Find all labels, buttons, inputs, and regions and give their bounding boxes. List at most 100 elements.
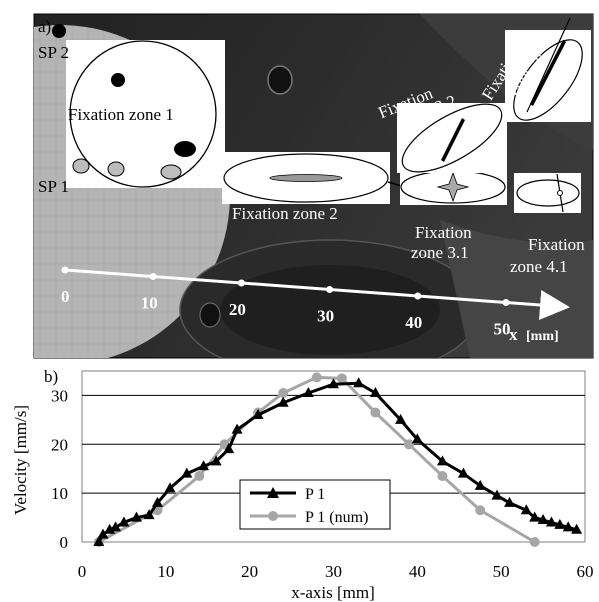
data-point-p1: [130, 511, 142, 522]
clamp-shape-inner: [220, 265, 440, 355]
y-tick-label: 10: [51, 484, 68, 503]
x-tick-label: 20: [241, 562, 258, 581]
y-tick-label: 0: [60, 533, 69, 552]
data-point-p1: [457, 467, 469, 478]
y-axis-label: Velocity [mm/s]: [11, 405, 30, 515]
zone42-line: [526, 17, 571, 113]
sp2-label: SP 2: [38, 43, 69, 62]
data-point-p1: [328, 378, 339, 389]
data-point-p1: [198, 460, 210, 471]
data-point-p1: [302, 386, 314, 397]
data-point-p1: [97, 528, 109, 539]
x-tick-label: 50: [493, 562, 510, 581]
zone-connector: [387, 181, 403, 187]
data-point-p1: [529, 511, 541, 522]
panel-b: b) 0 10 20 30 0 10 20 30 40 50 60 x-axis [mm] Vel…: [11, 367, 594, 602]
bolt-hole: [199, 302, 221, 328]
x-tick-label: 30: [325, 562, 342, 581]
data-point-p1: [504, 496, 516, 507]
data-point-p1: [474, 479, 486, 490]
data-point-p1: [210, 455, 222, 466]
zone41-ellipse: [516, 179, 580, 207]
series-layer: [93, 372, 583, 547]
legend-label-p1-num: P 1 (num): [305, 509, 368, 526]
data-point-p1-num: [475, 505, 486, 516]
data-point-p1-num: [437, 471, 448, 482]
data-point-p1: [436, 455, 448, 466]
zone2-contact: [269, 174, 343, 182]
data-point-p1: [520, 504, 532, 515]
zone1-label: Fixation zone 1: [68, 105, 174, 124]
data-point-p1: [554, 518, 566, 529]
data-point-p1: [93, 536, 105, 546]
zone31-contact: [436, 171, 470, 203]
data-point-p1: [223, 443, 235, 454]
data-point-p1: [118, 516, 130, 527]
axis-unit-x: x: [509, 325, 518, 344]
zone31-label-1: Fixation: [415, 223, 472, 242]
x-ticks: 0 10 20 30 40 50 60: [78, 562, 594, 581]
sp2-marker: [52, 24, 66, 38]
data-point-p1-num: [529, 537, 540, 547]
zone1-dot-light: [72, 158, 90, 174]
legend-label-p1: P 1: [305, 486, 325, 503]
data-point-p1-num: [311, 372, 322, 383]
data-point-p1: [231, 423, 243, 434]
legend-box: [239, 479, 391, 530]
x-tick-label: 0: [78, 562, 87, 581]
zone41-dot: [557, 190, 563, 196]
legend-marker-p1: [267, 487, 279, 498]
data-point-p1: [369, 386, 381, 397]
zone41-label-1: Fixation: [528, 235, 585, 254]
tick-dot: [414, 292, 422, 300]
data-point-p1-num: [194, 471, 205, 482]
data-point-p1-num: [336, 373, 347, 384]
data-point-p1: [277, 396, 289, 407]
tick-label: 20: [229, 300, 246, 319]
panel-a-label: a): [38, 17, 51, 36]
data-point-p1: [252, 408, 264, 419]
measurement-arrow: [64, 268, 570, 320]
panel-a: Fixation zone 1 SP 2 SP 1 a) Fixation zo…: [33, 13, 594, 359]
tick-dot: [149, 273, 157, 281]
zone41-label-2: zone 4.1: [510, 257, 568, 276]
panel-b-label: b): [44, 367, 58, 386]
data-point-p1: [353, 377, 365, 388]
data-point-p1: [491, 489, 503, 500]
data-point-p1: [110, 521, 122, 532]
data-point-p1-num: [370, 407, 381, 418]
tick-label: 10: [141, 294, 158, 313]
y-tick-label: 30: [51, 386, 68, 405]
zone1-dot-light: [160, 164, 182, 180]
x-axis-label: x-axis [mm]: [291, 583, 375, 602]
axis-unit-mm: [mm]: [526, 329, 559, 344]
zone42-ellipse: [513, 39, 583, 121]
tick-dot: [502, 299, 510, 307]
data-point-p1: [537, 514, 549, 525]
data-point-p1: [151, 496, 163, 507]
zone1-dot-dark: [111, 73, 125, 87]
data-point-p1-num: [403, 439, 414, 450]
y-tick-label: 20: [51, 435, 68, 454]
zone31-label-2: zone 3.1: [411, 243, 469, 262]
tick-label: 40: [405, 313, 422, 332]
tool-edge: [440, 220, 593, 358]
tick-label: 0: [61, 287, 70, 306]
y-ticks: 0 10 20 30: [51, 386, 68, 552]
tick-label: 50: [494, 320, 511, 339]
data-point-p1: [571, 523, 583, 534]
data-point-p1: [411, 433, 423, 444]
zone32-contact: [441, 118, 465, 162]
x-tick-label: 40: [409, 562, 426, 581]
measurement-ticks: 0 10 20 30 40 50: [61, 266, 511, 339]
tick-dot: [61, 266, 69, 274]
tick-label: 30: [317, 307, 334, 326]
x-tick-label: 10: [157, 562, 174, 581]
tick-dot: [237, 279, 245, 287]
bolt-hole: [267, 65, 293, 95]
x-tick-label: 60: [577, 562, 594, 581]
data-point-p1: [545, 516, 557, 527]
sp1-label: SP 1: [38, 177, 69, 196]
data-point-p1: [143, 509, 155, 520]
